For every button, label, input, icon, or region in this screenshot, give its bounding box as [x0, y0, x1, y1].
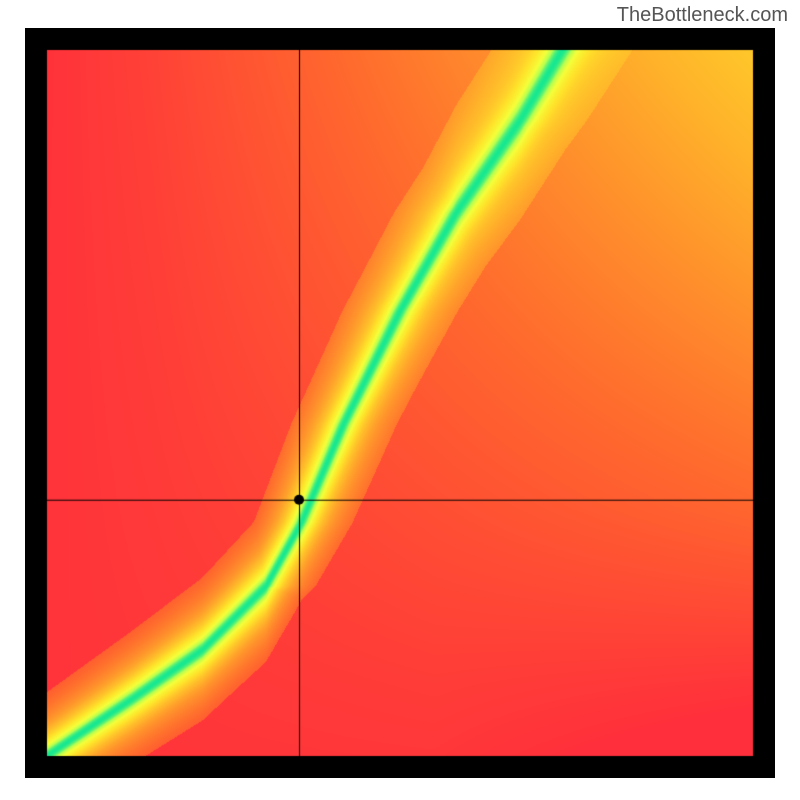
- heatmap-canvas: [25, 28, 775, 778]
- plot-frame: [25, 28, 775, 778]
- attribution-text: TheBottleneck.com: [617, 4, 788, 27]
- page-container: TheBottleneck.com: [0, 0, 800, 800]
